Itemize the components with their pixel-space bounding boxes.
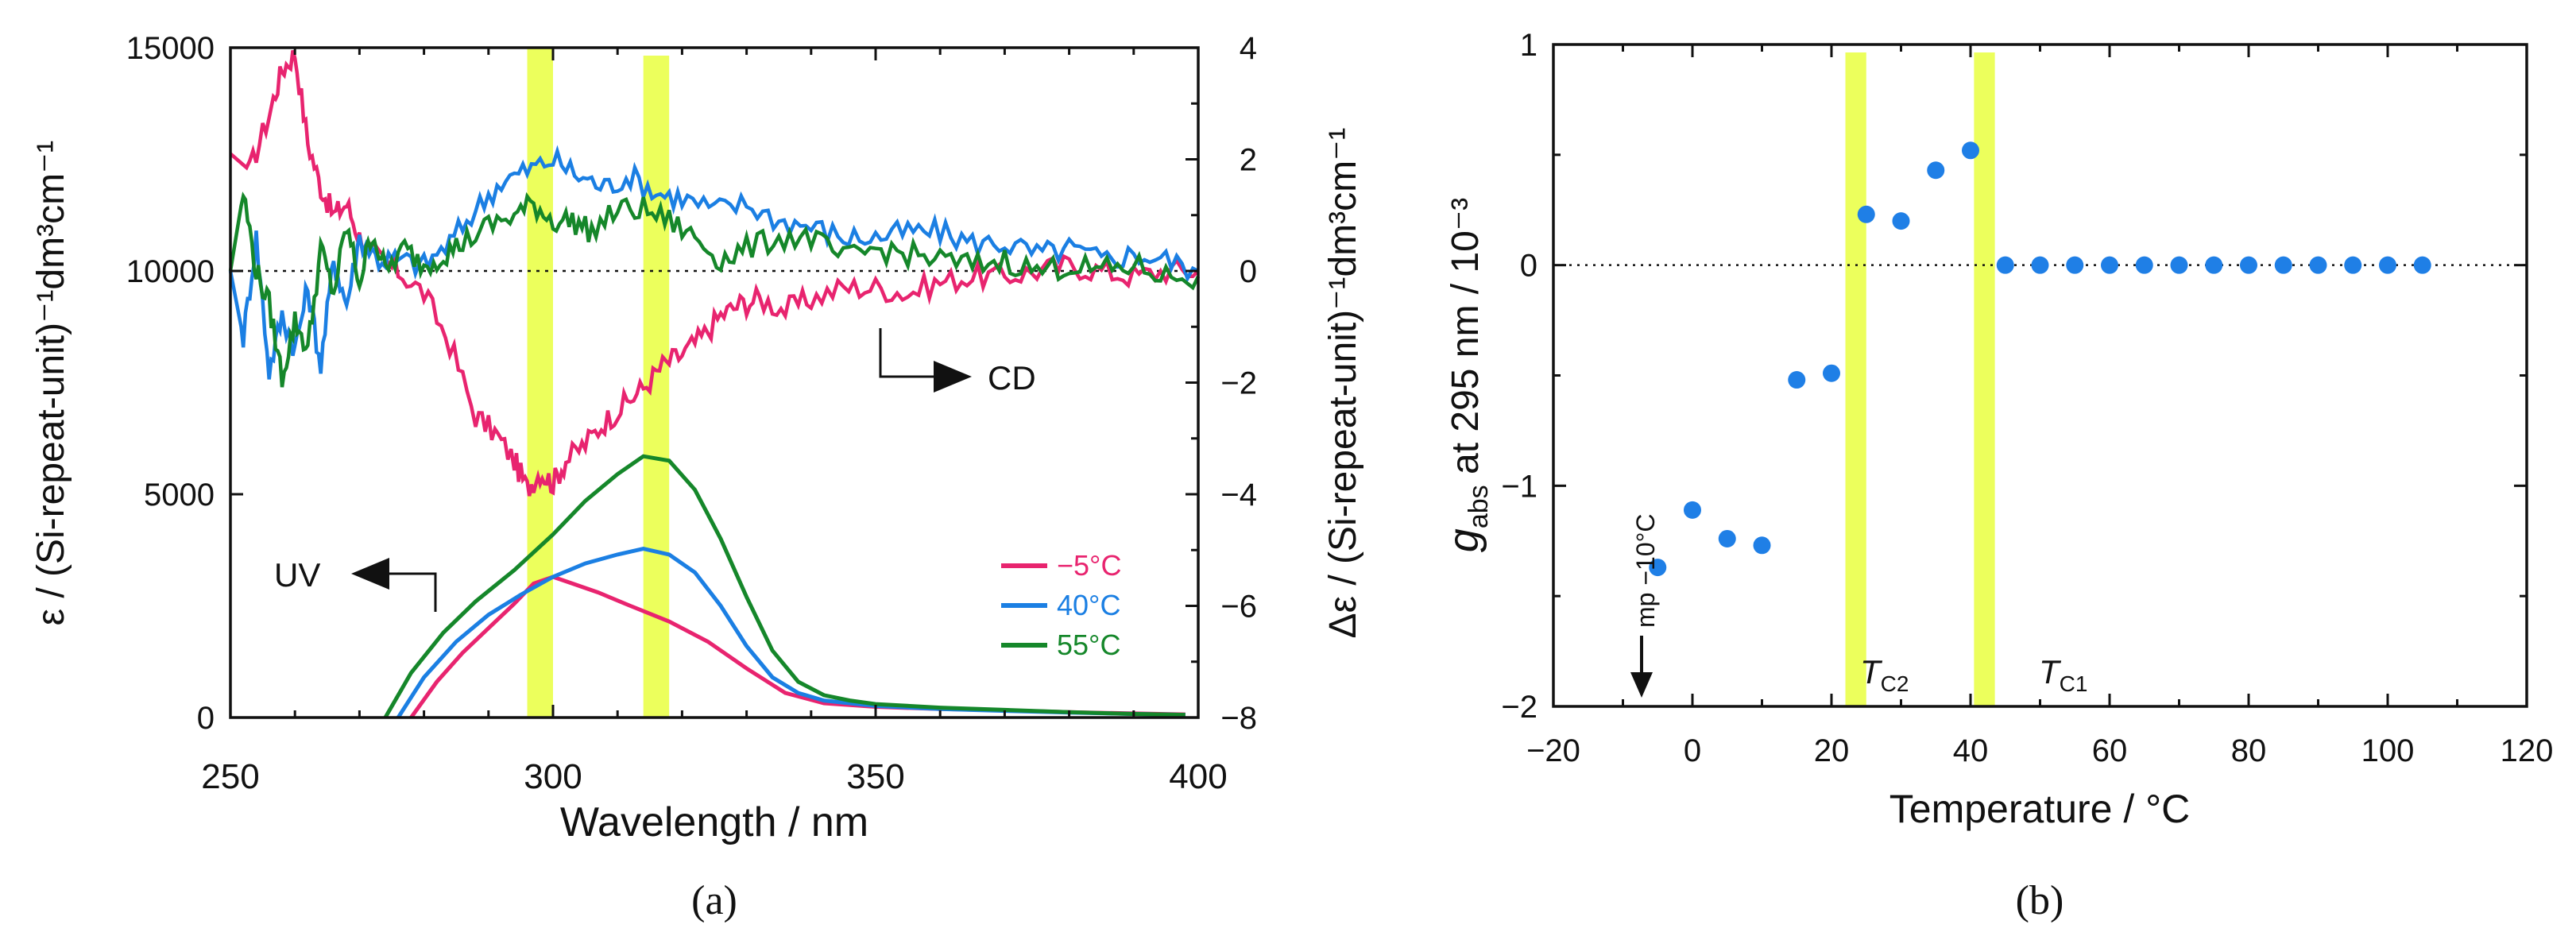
data-point — [1996, 256, 2014, 274]
data-point — [1927, 161, 1945, 180]
x-tick-b-0: 0 — [1684, 733, 1701, 768]
data-point — [1962, 141, 1979, 160]
data-point — [2101, 256, 2118, 274]
y-left-tick-5000: 5000 — [144, 478, 215, 513]
tc2-label: TC2 — [1860, 653, 1909, 696]
y-tick-b-m1: −1 — [1501, 469, 1537, 504]
data-point — [2413, 256, 2431, 274]
tc1-label: TC1 — [2039, 653, 2087, 696]
y-right-axis-label: Δε / (Si-repeat-unit)⁻¹dm³cm⁻¹ — [1322, 128, 1364, 639]
data-point — [1649, 559, 1667, 577]
data-point — [1857, 205, 1875, 223]
x-tick-a-400: 400 — [1169, 757, 1227, 796]
cd-arrow-head-icon — [934, 361, 972, 393]
x-tick-b-80: 80 — [2231, 733, 2267, 768]
y-left-tick-0: 0 — [197, 701, 215, 736]
band-a-1 — [527, 48, 553, 718]
data-point — [2135, 256, 2153, 274]
y-axis-label-b-rest: at 295 nm / 10⁻³ — [1445, 198, 1487, 485]
x-tick-b-100: 100 — [2361, 733, 2415, 768]
ticks-a — [229, 46, 1200, 719]
tc2-label-sub: C2 — [1881, 671, 1909, 696]
data-point — [1788, 371, 1806, 389]
tc2-label-t: T — [1860, 653, 1883, 690]
x-tick-b-m20: −20 — [1526, 733, 1580, 768]
cd-annotation: CD — [988, 359, 1036, 397]
data-point — [2031, 256, 2049, 274]
uv-arrow-line — [388, 572, 437, 612]
data-point — [2240, 256, 2257, 274]
y-right-tick-0: 0 — [1240, 254, 1257, 289]
cd-line-55 — [228, 191, 1201, 388]
cd-line-40 — [228, 145, 1199, 380]
x-tick-b-60: 60 — [2092, 733, 2128, 768]
x-axis-label-b: Temperature / °C — [1889, 787, 2190, 831]
tc1-label-t: T — [2039, 653, 2062, 690]
y-tick-b-1: 1 — [1520, 28, 1537, 63]
data-point — [2066, 256, 2084, 274]
y-left-tick-15000: 15000 — [126, 31, 215, 66]
data-point — [1684, 501, 1701, 519]
plot-frame-b — [1552, 43, 2528, 708]
band-b-2 — [1974, 52, 1995, 706]
cd-line-minus5 — [229, 49, 1200, 497]
data-point — [1892, 212, 1910, 230]
x-tick-b-40: 40 — [1953, 733, 1989, 768]
panel-label-b: (b) — [2016, 878, 2064, 923]
uv-annotation: UV — [274, 556, 320, 594]
y-tick-b-m2: −2 — [1501, 690, 1537, 725]
ticks-b — [1552, 43, 2528, 708]
y-axis-label-b-sub: abs — [1464, 485, 1494, 528]
band-b-1 — [1845, 52, 1866, 706]
data-point — [2274, 256, 2292, 274]
uv-line-55 — [383, 454, 1186, 719]
y-tick-b-0: 0 — [1520, 249, 1537, 284]
data-point — [1823, 364, 1840, 382]
panel-b: −20 0 20 40 60 80 100 120 −2 −1 0 1 Temp… — [1440, 28, 2553, 923]
y-right-tick-m2: −2 — [1220, 366, 1257, 401]
x-axis-label-a: Wavelength / nm — [560, 799, 868, 845]
legend-label-minus5: −5°C — [1057, 549, 1121, 582]
tc1-label-sub: C1 — [2060, 671, 2088, 696]
data-point — [2205, 256, 2223, 274]
data-point — [2309, 256, 2327, 274]
data-point — [2379, 256, 2396, 274]
x-tick-a-250: 250 — [201, 757, 259, 796]
x-tick-b-20: 20 — [1814, 733, 1850, 768]
y-right-tick-2: 2 — [1240, 143, 1257, 178]
y-left-axis-label: ε / (Si-repeat-unit)⁻¹dm³cm⁻¹ — [30, 141, 72, 626]
x-tick-a-300: 300 — [524, 757, 582, 796]
legend-label-55: 55°C — [1057, 629, 1120, 661]
y-left-tick-10000: 10000 — [126, 254, 215, 289]
data-point — [1718, 529, 1736, 547]
y-right-tick-4: 4 — [1240, 31, 1257, 66]
y-right-tick-m8: −8 — [1220, 701, 1257, 736]
scatter-points-b — [1649, 141, 2431, 577]
data-point — [1753, 536, 1771, 555]
y-right-tick-m4: −4 — [1220, 478, 1257, 513]
panel-label-a: (a) — [691, 878, 737, 923]
plot-frame-a — [229, 46, 1200, 719]
legend-label-40: 40°C — [1057, 589, 1120, 621]
mp-annotation: mp −10°C — [1631, 513, 1660, 628]
panel-a: 250 300 350 400 0 5000 10000 15000 −8 −6… — [30, 31, 1364, 923]
data-point — [2344, 256, 2362, 274]
mp-arrow-head-icon — [1630, 672, 1653, 698]
x-tick-b-120: 120 — [2501, 733, 2554, 768]
cd-arrow-line — [879, 328, 934, 378]
y-axis-label-b-g: g — [1440, 528, 1487, 552]
data-point — [2170, 256, 2188, 274]
y-axis-label-b: gabs at 295 nm / 10⁻³ — [1440, 198, 1494, 552]
y-right-tick-m6: −6 — [1220, 590, 1257, 625]
x-tick-a-350: 350 — [846, 757, 904, 796]
legend-a: −5°C 40°C 55°C — [1001, 549, 1121, 661]
uv-arrow-head-icon — [351, 558, 389, 590]
